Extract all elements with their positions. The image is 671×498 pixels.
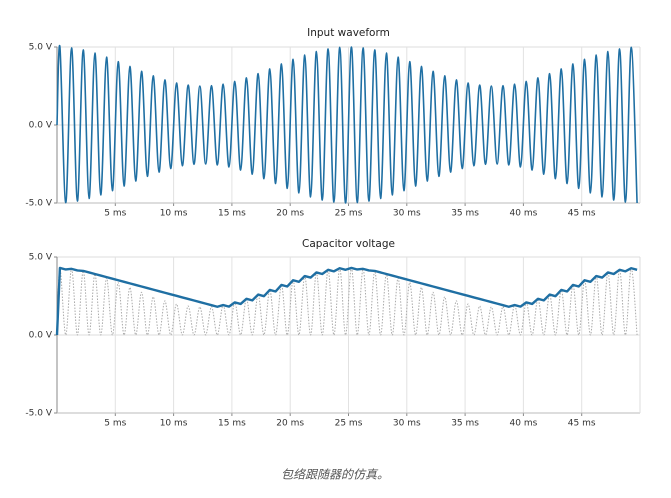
x-tick-label: 5 ms [104,209,126,219]
x-tick-label: 30 ms [393,419,421,429]
x-tick-label: 20 ms [276,209,304,219]
y-tick-label: 0.0 V [29,121,53,131]
y-tick-label: -5.0 V [25,409,52,419]
x-tick-label: 40 ms [510,209,538,219]
x-tick-label: 25 ms [335,209,363,219]
x-tick-label: 35 ms [451,419,479,429]
chart-title: Input waveform [307,27,390,39]
x-tick-label: 30 ms [393,209,421,219]
caption: 包络跟随器的仿真。 [281,468,389,482]
x-tick-label: 15 ms [218,209,246,219]
series-line [56,44,638,204]
x-tick-label: 10 ms [160,419,188,429]
y-tick-label: -5.0 V [25,199,52,209]
x-tick-label: 15 ms [218,419,246,429]
x-tick-label: 20 ms [276,419,304,429]
series-line [56,267,638,336]
x-tick-label: 35 ms [451,209,479,219]
x-tick-label: 5 ms [104,419,126,429]
x-tick-label: 10 ms [160,209,188,219]
x-tick-label: 25 ms [335,419,363,429]
y-tick-label: 5.0 V [29,43,53,53]
y-tick-label: 0.0 V [29,331,53,341]
chart-title: Capacitor voltage [302,238,395,250]
x-tick-label: 40 ms [510,419,538,429]
x-tick-label: 45 ms [568,209,596,219]
series-line [55,266,638,336]
x-tick-label: 45 ms [568,419,596,429]
y-tick-label: 5.0 V [29,253,53,263]
